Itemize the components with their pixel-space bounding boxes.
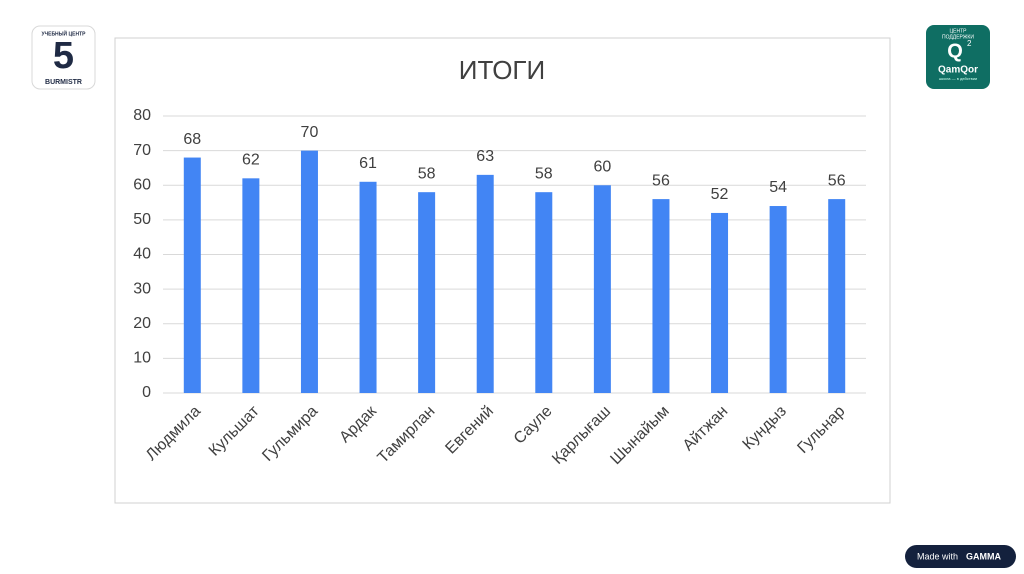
bar [593, 185, 611, 393]
logo-left-caption: УЧЕБНЫЙ ЦЕНТР [41, 29, 86, 37]
value-label: 54 [769, 179, 787, 196]
value-label: 58 [418, 165, 436, 182]
y-tick-label: 0 [142, 384, 151, 401]
value-label: 68 [183, 131, 201, 148]
value-label: 56 [652, 172, 670, 189]
bar [652, 199, 670, 393]
bar [418, 192, 436, 393]
logo-left-box [31, 25, 96, 90]
bar [359, 181, 377, 393]
logo-right-caption: ЦЕНТР [949, 28, 967, 34]
logo-left-name: BURMISTR [45, 79, 82, 86]
gamma-badge[interactable] [905, 545, 1016, 568]
bar [242, 178, 260, 393]
y-tick-label: 20 [133, 315, 151, 332]
bar [769, 206, 787, 393]
bar [711, 212, 729, 393]
value-label: 52 [711, 186, 729, 203]
y-tick-label: 50 [133, 211, 151, 228]
bar [300, 150, 318, 393]
y-tick-label: 80 [133, 107, 151, 124]
badge-prefix: Made with [917, 551, 958, 561]
logo-right-superscript: 2 [967, 39, 972, 48]
value-label: 62 [242, 152, 260, 169]
value-label: 61 [359, 155, 377, 172]
y-tick-label: 60 [133, 176, 151, 193]
value-label: 63 [476, 148, 494, 165]
y-tick-label: 30 [133, 280, 151, 297]
logo-right-caption: ПОДДЕРЖКИ [942, 34, 974, 40]
logo-right-box [926, 25, 990, 89]
y-tick-label: 40 [133, 246, 151, 263]
bar [183, 157, 201, 393]
value-label: 56 [828, 172, 846, 189]
y-tick-label: 10 [133, 350, 151, 367]
value-label: 70 [301, 124, 319, 141]
bar [476, 174, 494, 393]
logo-right-name: QamQor [938, 65, 978, 76]
logo-left-mark: 5 [53, 35, 74, 77]
value-label: 60 [593, 158, 611, 175]
chart-title: ИТОГИ [459, 55, 545, 85]
logo-right-tagline: школа — в действии [939, 76, 977, 81]
bar [828, 199, 846, 393]
y-tick-label: 70 [133, 142, 151, 159]
value-label: 58 [535, 165, 553, 182]
badge-brand: GAMMA [966, 551, 1001, 561]
bar [535, 192, 553, 393]
logo-right-mark: Q [947, 40, 963, 62]
